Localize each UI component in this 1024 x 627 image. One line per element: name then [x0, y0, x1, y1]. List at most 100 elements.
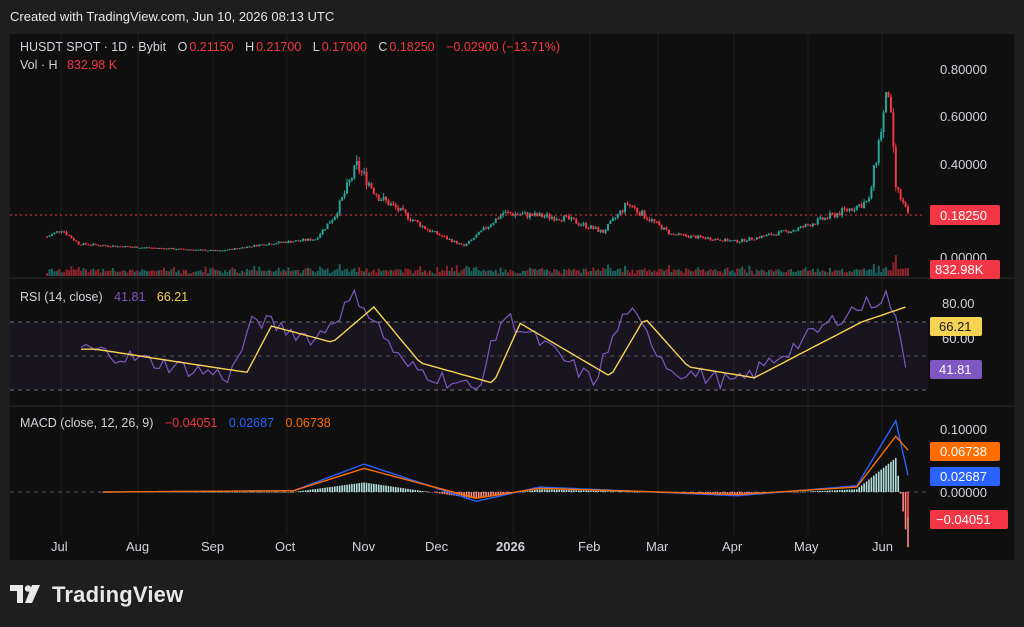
macd-axis[interactable]: 0.10000 0.00000 [940, 422, 987, 500]
volume-bar [202, 272, 205, 276]
macd-hist-bar [607, 491, 609, 492]
macd-hist-bar [560, 489, 563, 492]
volume-bar [904, 268, 907, 276]
candle-body [280, 241, 283, 243]
volume-bar [63, 272, 66, 276]
volume-bar [50, 268, 53, 276]
candle-body [594, 227, 597, 229]
volume-bar [706, 270, 709, 276]
macd-hist-bar [807, 491, 809, 492]
macd-hist-bar [843, 489, 846, 492]
volume-bar [499, 267, 502, 276]
candle-body [150, 247, 153, 249]
candle-body [724, 238, 727, 242]
candle-body [785, 230, 788, 232]
macd-hist-bar [477, 492, 480, 499]
candle-body [465, 243, 468, 247]
macd-hist-bar [592, 490, 595, 492]
rsi-badge-value: 41.81 [939, 362, 972, 377]
macd-hist-bar [334, 486, 336, 492]
macd-hist-bar [190, 492, 192, 493]
volume-bar [709, 268, 712, 276]
volume-bar [519, 273, 522, 276]
candle-body [687, 236, 690, 238]
volume-bar [760, 269, 763, 276]
volume-bar [114, 271, 117, 276]
macd-signal-value: 0.06738 [285, 416, 331, 430]
candle-body [209, 249, 212, 251]
price-tick: 0.80000 [940, 62, 987, 77]
volume-bar [409, 269, 412, 276]
time-axis[interactable]: Jul Aug Sep Oct Nov Dec 2026 Feb Mar Apr… [51, 539, 893, 554]
volume-bar [477, 270, 480, 276]
candle-body [853, 210, 856, 212]
macd-hist-bar [231, 492, 234, 493]
time-label: May [794, 539, 819, 554]
candle-body [102, 245, 105, 247]
volume-bar [270, 271, 273, 276]
macd-hist-bar [297, 491, 300, 492]
volume-bar [97, 269, 100, 276]
volume-bar [602, 267, 605, 276]
candle-body [346, 182, 349, 194]
chart-area[interactable]: 0.80000 0.60000 0.40000 0.00000 0.18250 … [10, 34, 1014, 560]
macd-hist-bar [738, 492, 741, 495]
time-label: Aug [126, 539, 149, 554]
macd-hist-bar [887, 463, 890, 492]
volume-label: Vol · H [20, 58, 58, 72]
volume-bar [633, 273, 636, 276]
volume-bar [746, 272, 749, 276]
volume-bar [48, 269, 51, 276]
volume-legend-value: 832.98 K [67, 58, 118, 72]
volume-bar [377, 268, 380, 276]
volume-bar [872, 264, 875, 276]
price-pane[interactable] [46, 91, 909, 252]
macd-hist-bar [870, 477, 873, 492]
volume-bar [426, 272, 429, 276]
volume-bar [521, 270, 524, 276]
candle-body [509, 212, 512, 214]
volume-bar [248, 270, 251, 276]
volume-bar [572, 268, 575, 276]
volume-bar [731, 270, 734, 276]
macd-hist-bar [236, 492, 239, 493]
volume-bar [833, 270, 836, 276]
candle-body [175, 249, 178, 251]
macd-hist-bar [787, 492, 790, 493]
macd-hist-bar [375, 484, 378, 492]
macd-hist-bar [431, 492, 434, 493]
macd-hist-bar [590, 490, 592, 492]
macd-hist-bar [204, 492, 207, 493]
candle-body [541, 213, 544, 218]
volume-bar [628, 272, 631, 276]
volume-bar [458, 272, 461, 276]
candle-body [89, 244, 92, 246]
candle-body [694, 235, 697, 239]
candle-body [806, 224, 809, 226]
rsi-ma-line [81, 306, 906, 384]
volume-bar [363, 271, 366, 276]
created-with-label: Created with TradingView.com, Jun 10, 20… [10, 9, 335, 24]
macd-hist-bar [290, 492, 292, 493]
macd-hist-bar [304, 490, 307, 492]
candle-body [821, 217, 824, 220]
chart-svg[interactable]: 0.80000 0.60000 0.40000 0.00000 0.18250 … [10, 34, 1014, 560]
candle-body [846, 209, 849, 211]
macd-hist-bar [904, 492, 907, 530]
price-axis[interactable]: 0.80000 0.60000 0.40000 0.00000 [940, 62, 987, 265]
volume-bar [565, 270, 568, 276]
volume-bar [231, 267, 234, 276]
macd-hist-bar [541, 489, 543, 492]
volume-bar [406, 268, 409, 276]
candle-body [450, 239, 453, 242]
candle-body [202, 249, 205, 251]
volume-bar [46, 272, 48, 276]
candle-body [880, 132, 883, 141]
candle-body [546, 214, 549, 217]
footer-logo[interactable]: TradingView [10, 578, 183, 612]
volume-bar [592, 267, 595, 276]
volume-bar [611, 270, 614, 276]
candle-body [506, 211, 509, 213]
candle-body [263, 244, 266, 246]
volume-bar [472, 267, 475, 276]
